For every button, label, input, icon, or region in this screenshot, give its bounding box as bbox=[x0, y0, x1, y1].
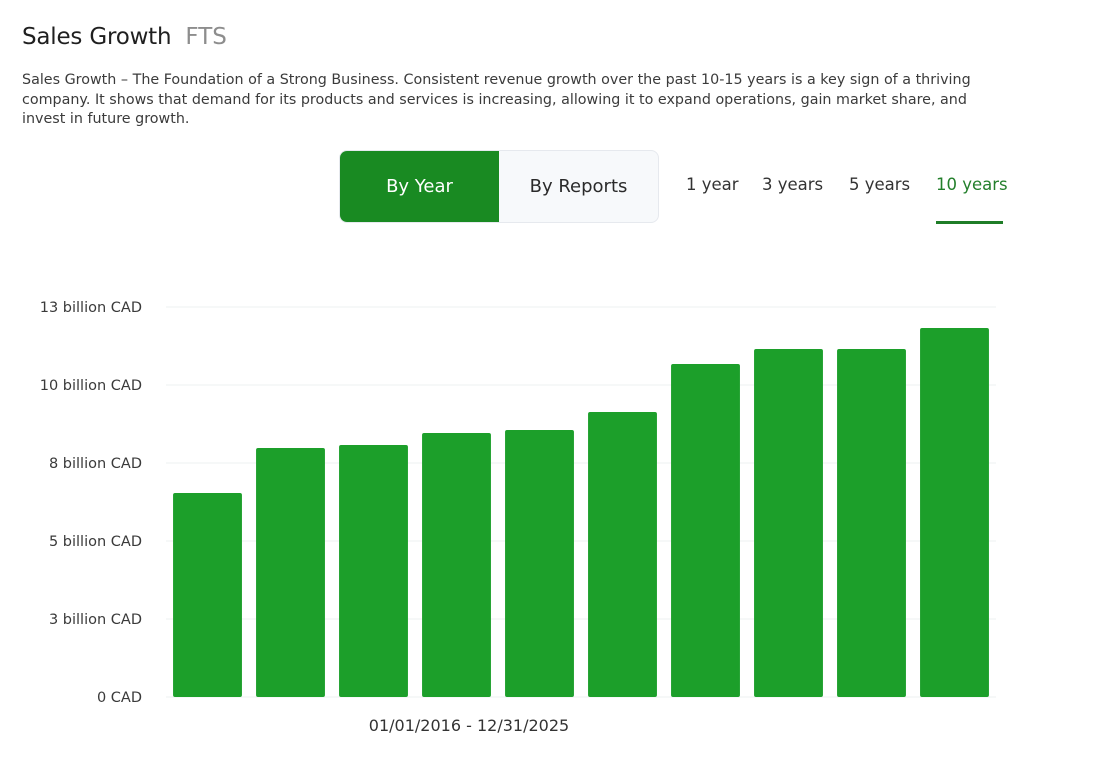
y-axis-ticks: 0 CAD 3 billion CAD 5 billion CAD 8 billion… bbox=[40, 300, 142, 706]
tab-3-years[interactable]: 3 years bbox=[762, 150, 824, 226]
bar-2020[interactable] bbox=[505, 430, 574, 697]
tab-1-year[interactable]: 1 year bbox=[686, 150, 739, 226]
tab-5-years[interactable]: 5 years bbox=[849, 150, 911, 226]
title-row: Sales Growth FTS bbox=[22, 24, 227, 50]
bar-2021[interactable] bbox=[588, 412, 657, 697]
tab-3-years-label: 3 years bbox=[762, 175, 824, 194]
bar-2017[interactable] bbox=[256, 448, 325, 697]
tab-10-years[interactable]: 10 years bbox=[936, 150, 1008, 226]
bar-2022[interactable] bbox=[671, 364, 740, 697]
date-range-label: 01/01/2016 - 12/31/2025 bbox=[369, 716, 569, 735]
by-reports-button[interactable]: By Reports bbox=[529, 176, 628, 197]
bar-2025[interactable] bbox=[920, 328, 989, 697]
y-tick-label: 3 billion CAD bbox=[49, 612, 142, 628]
bar-2024[interactable] bbox=[837, 349, 906, 697]
tab-1-year-label: 1 year bbox=[686, 175, 739, 194]
y-tick-label: 5 billion CAD bbox=[49, 534, 142, 550]
bar-2018[interactable] bbox=[339, 445, 408, 697]
tab-10-years-label: 10 years bbox=[936, 175, 1008, 194]
bar-2016[interactable] bbox=[173, 493, 242, 697]
section-description: Sales Growth – The Foundation of a Stron… bbox=[22, 72, 971, 127]
active-tab-indicator bbox=[936, 221, 1003, 224]
y-tick-label: 10 billion CAD bbox=[40, 378, 142, 394]
bar-2019[interactable] bbox=[422, 433, 491, 697]
y-tick-label: 0 CAD bbox=[97, 690, 142, 706]
chart-bars bbox=[173, 328, 989, 697]
tab-5-years-label: 5 years bbox=[849, 175, 911, 194]
page-title: Sales Growth bbox=[22, 24, 172, 50]
ticker-symbol: FTS bbox=[185, 24, 227, 50]
view-toggle: By Year By Reports bbox=[339, 150, 659, 223]
y-tick-label: 8 billion CAD bbox=[49, 456, 142, 472]
bar-2023[interactable] bbox=[754, 349, 823, 697]
by-year-button[interactable]: By Year bbox=[340, 151, 499, 222]
y-tick-label: 13 billion CAD bbox=[40, 300, 142, 316]
